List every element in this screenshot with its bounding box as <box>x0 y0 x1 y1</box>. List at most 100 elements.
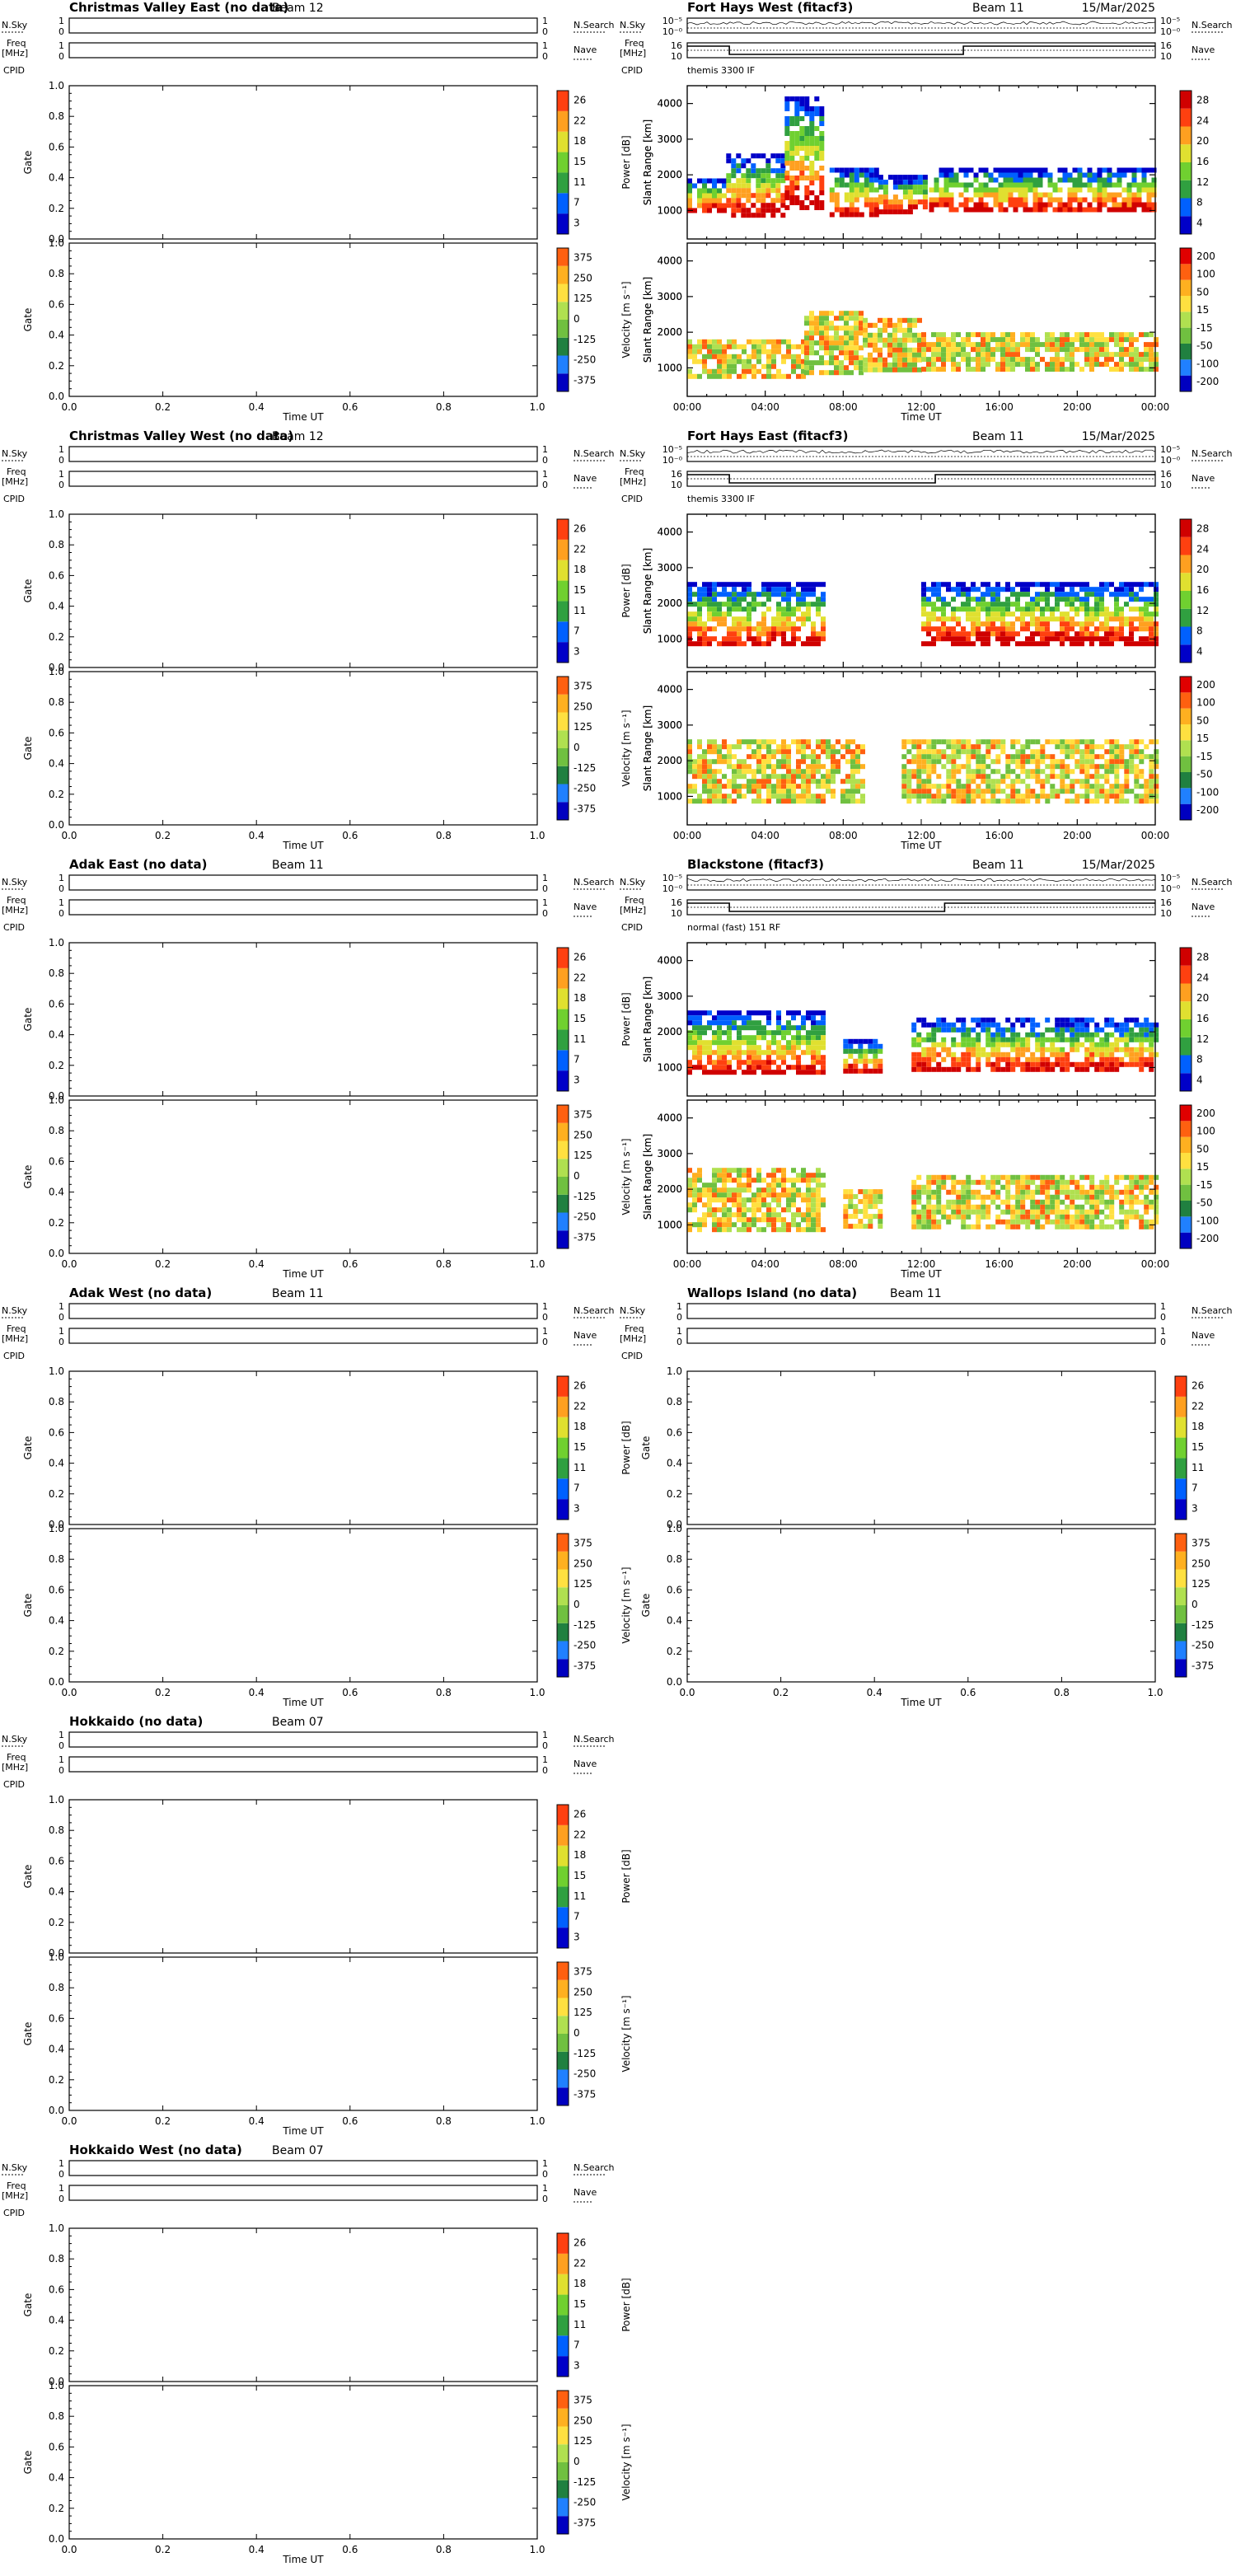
power-cell <box>781 1070 786 1075</box>
velocity-cell <box>860 799 865 804</box>
power-cell <box>794 101 800 106</box>
power-cell <box>1065 602 1070 607</box>
power-cell <box>995 631 1000 637</box>
velocity-cell <box>826 749 831 755</box>
velocity-cell <box>727 363 732 369</box>
power-cell <box>722 1050 727 1056</box>
velocity-cell <box>801 739 806 745</box>
velocity-cell <box>956 342 961 348</box>
velocity-cell <box>809 311 814 316</box>
power-cell <box>697 631 702 637</box>
velocity-cell <box>981 799 986 804</box>
power-cell <box>971 1051 976 1057</box>
nsky-tick-bottom: 10⁻⁰ <box>662 26 683 37</box>
velocity-cell <box>717 789 722 794</box>
velocity-cell <box>1035 754 1041 760</box>
power-cell <box>741 183 747 189</box>
freq-tick-top-right: 16 <box>1160 40 1172 51</box>
power-cell <box>916 1032 922 1037</box>
velocity-cell <box>1124 362 1129 368</box>
power-colorbar-segment <box>557 988 569 1009</box>
velocity-cell <box>907 357 912 363</box>
power-cell <box>951 1027 957 1033</box>
velocity-cell <box>912 367 917 372</box>
power-cell <box>1040 616 1045 622</box>
velocity-colorbar-tick: -375 <box>574 375 596 386</box>
velocity-cell <box>1040 769 1046 775</box>
power-cell <box>784 185 790 190</box>
power-cell <box>983 187 989 193</box>
velocity-cell <box>1065 764 1070 770</box>
power-cell <box>956 582 961 588</box>
power-cell <box>707 178 712 184</box>
power-cell <box>995 1037 1001 1042</box>
velocity-cell <box>883 337 887 343</box>
power-cell <box>1042 172 1048 178</box>
power-cell <box>761 213 766 218</box>
power-cell <box>771 636 776 642</box>
power-cell <box>766 1045 771 1051</box>
mode-label: themis 3300 IF <box>687 65 755 76</box>
velocity-cell <box>829 340 834 346</box>
velocity-cell <box>766 774 771 780</box>
velocity-cell <box>771 784 776 789</box>
velocity-cell <box>946 337 951 343</box>
power-cell <box>1037 182 1043 188</box>
velocity-cell <box>921 784 927 789</box>
power-cell <box>781 607 786 612</box>
velocity-cell <box>1050 789 1056 794</box>
velocity-cell <box>1074 759 1080 765</box>
power-cell <box>929 197 934 203</box>
velocity-cell <box>849 326 854 331</box>
velocity-cell <box>873 322 878 328</box>
velocity-cell <box>986 749 991 755</box>
power-cell <box>1025 641 1030 647</box>
power-colorbar-segment <box>557 519 569 540</box>
power-cell <box>770 188 776 194</box>
power-cell <box>936 1022 942 1028</box>
power-cell <box>973 202 979 208</box>
power-cell <box>1079 631 1084 637</box>
power-cell <box>791 587 796 592</box>
velocity-cell <box>806 769 811 775</box>
power-cell <box>814 200 820 205</box>
power-cell <box>1134 1056 1140 1062</box>
power-cell <box>873 1058 878 1064</box>
velocity-cell <box>834 335 839 341</box>
velocity-cell <box>1094 337 1099 343</box>
velocity-colorbar-segment <box>1180 327 1192 344</box>
power-colorbar-title: Power [dB] <box>620 992 632 1046</box>
power-cell <box>756 1020 761 1026</box>
power-cell <box>986 1037 991 1042</box>
power-cell <box>978 167 984 173</box>
power-cell <box>775 183 781 189</box>
power-scatter-band <box>921 582 1159 647</box>
velocity-cell <box>732 764 737 770</box>
velocity-cell <box>1065 337 1070 343</box>
power-cell <box>995 602 1000 607</box>
power-cell <box>1020 607 1025 612</box>
power-cell <box>707 1025 712 1031</box>
power-cell <box>702 1050 707 1056</box>
power-cell <box>956 1066 962 1072</box>
power-cell <box>968 182 974 188</box>
power-cell <box>1151 187 1157 193</box>
mode-label: normal (fast) 151 RF <box>687 922 780 933</box>
nsearch-label: N.Search <box>574 20 615 30</box>
power-cell <box>1062 167 1068 173</box>
power-cell <box>771 1040 776 1046</box>
power-cell <box>1045 582 1050 588</box>
power-cell <box>732 597 737 602</box>
velocity-cell <box>956 799 962 804</box>
power-cell <box>922 185 928 190</box>
velocity-cell <box>1134 347 1139 353</box>
power-cell <box>1109 626 1114 632</box>
power-cell <box>746 198 751 204</box>
power-cell <box>771 616 776 622</box>
velocity-cell <box>791 358 796 364</box>
power-cell <box>1089 1061 1095 1067</box>
velocity-cell <box>1149 784 1154 789</box>
power-cell <box>854 182 859 188</box>
power-cell <box>821 626 826 632</box>
power-cell <box>1084 587 1089 592</box>
